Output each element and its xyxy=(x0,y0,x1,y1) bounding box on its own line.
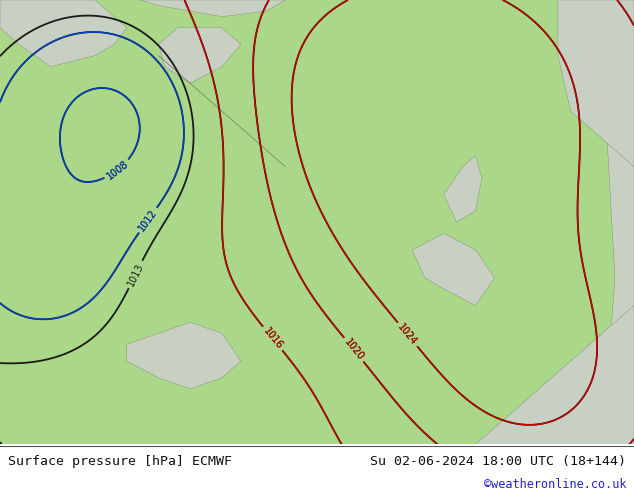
Text: 1013: 1013 xyxy=(126,261,145,288)
Text: 1016: 1016 xyxy=(261,326,284,351)
Text: 1020: 1020 xyxy=(342,337,365,363)
Polygon shape xyxy=(158,28,241,83)
Polygon shape xyxy=(412,233,495,306)
Text: 1024: 1024 xyxy=(396,321,419,347)
Text: 1016: 1016 xyxy=(261,326,284,351)
Polygon shape xyxy=(602,0,634,444)
Polygon shape xyxy=(476,306,634,444)
Text: 1008: 1008 xyxy=(105,159,130,181)
Polygon shape xyxy=(139,0,285,17)
Text: 1012: 1012 xyxy=(137,207,159,233)
Polygon shape xyxy=(558,0,634,167)
Polygon shape xyxy=(127,322,241,389)
Text: ©weatheronline.co.uk: ©weatheronline.co.uk xyxy=(484,478,626,490)
Text: Su 02-06-2024 18:00 UTC (18+144): Su 02-06-2024 18:00 UTC (18+144) xyxy=(370,455,626,468)
Text: 1008: 1008 xyxy=(105,159,130,181)
Text: 1024: 1024 xyxy=(396,321,419,347)
Text: 1012: 1012 xyxy=(137,207,159,233)
Text: 1020: 1020 xyxy=(342,337,365,363)
Text: Surface pressure [hPa] ECMWF: Surface pressure [hPa] ECMWF xyxy=(8,455,231,468)
Polygon shape xyxy=(444,155,482,222)
Polygon shape xyxy=(0,0,127,67)
